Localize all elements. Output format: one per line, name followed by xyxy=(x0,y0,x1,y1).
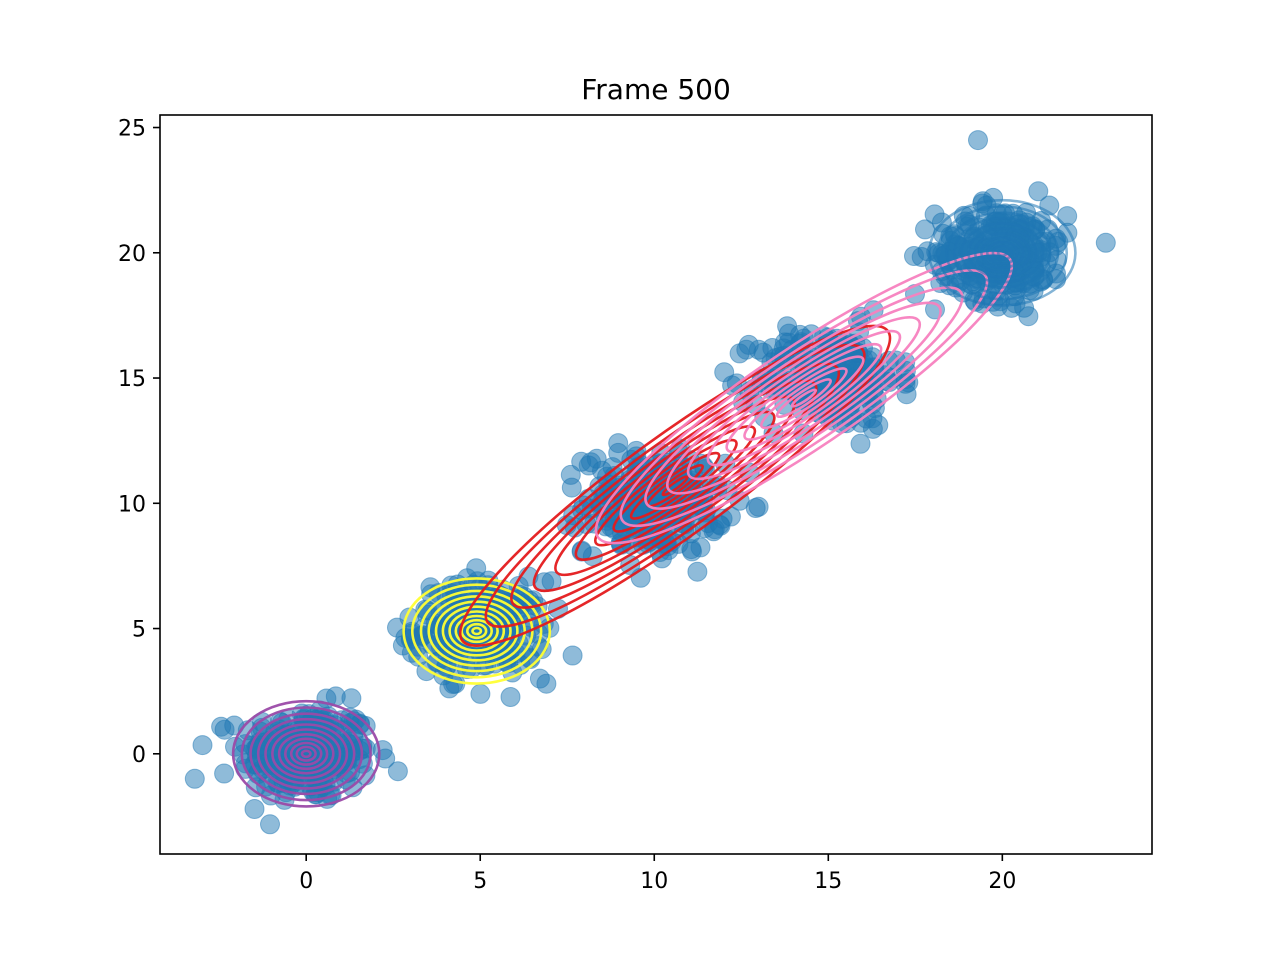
contour-ellipse xyxy=(448,610,506,652)
contour-ellipse xyxy=(284,737,329,771)
contour-ellipse xyxy=(644,286,964,510)
scatter-point xyxy=(915,219,935,240)
contour-ellipse xyxy=(300,749,312,759)
x-tick-label: 10 xyxy=(640,869,668,894)
scatter-point xyxy=(924,204,945,225)
contour-ellipse xyxy=(277,732,335,775)
scatter-point xyxy=(260,814,280,835)
scatter-point xyxy=(536,673,557,694)
contour-ellipse xyxy=(402,577,552,685)
contour-ellipse xyxy=(960,222,1045,284)
contour-ellipse xyxy=(619,269,989,528)
contour-ellipse xyxy=(460,618,494,644)
scatter-point xyxy=(681,539,702,560)
scatter-point xyxy=(387,761,408,782)
scatter-point xyxy=(271,755,292,776)
contour-ellipse xyxy=(991,244,1013,261)
contour-ellipse xyxy=(661,475,689,497)
contour-ellipse xyxy=(466,622,488,640)
y-tick-label: 10 xyxy=(118,492,146,517)
contour-ellipse xyxy=(471,626,483,636)
scatter-point xyxy=(244,799,265,819)
contour-ellipse xyxy=(996,248,1008,258)
scatter-point xyxy=(470,683,491,704)
contour-ellipse xyxy=(725,342,883,454)
scatter-point xyxy=(1028,181,1049,202)
contour-ellipse xyxy=(240,706,372,802)
scatter-point xyxy=(968,130,988,151)
contour-ellipse xyxy=(441,605,512,657)
scatter-point xyxy=(341,688,362,709)
gaussian-component xyxy=(402,577,552,685)
contour-ellipse xyxy=(743,355,865,441)
x-tick-label: 20 xyxy=(988,869,1016,894)
scatter-point xyxy=(983,187,1004,208)
contour-ellipse xyxy=(973,232,1031,274)
contour-ellipse xyxy=(760,367,848,430)
y-tick-label: 0 xyxy=(132,743,146,768)
contour-ellipse xyxy=(484,343,866,628)
y-tick-label: 20 xyxy=(118,242,146,267)
contour-ellipse xyxy=(927,198,1077,307)
y-tick-label: 5 xyxy=(132,618,146,643)
contour-ellipse xyxy=(289,741,323,766)
contour-ellipse xyxy=(427,595,527,667)
contour-ellipse xyxy=(936,205,1068,301)
scatter-point xyxy=(245,777,266,798)
x-tick-label: 5 xyxy=(473,869,487,894)
contour-ellipse xyxy=(775,378,832,419)
scatter-point xyxy=(500,687,521,707)
scatter-point xyxy=(850,433,871,454)
gaussian-component xyxy=(594,251,1014,545)
contour-ellipse xyxy=(985,240,1019,265)
scatter-point xyxy=(1018,306,1039,327)
contour-ellipse xyxy=(945,211,1060,295)
contour-ellipse xyxy=(790,388,818,408)
scatter-point xyxy=(1095,232,1116,253)
contour-ellipse xyxy=(554,395,797,577)
contour-ellipse xyxy=(231,699,381,808)
scatter-point xyxy=(608,433,629,454)
contour-ellipse xyxy=(665,301,942,495)
scatter-point xyxy=(184,768,205,789)
contour-ellipse xyxy=(706,329,902,467)
axes-frame xyxy=(159,114,1153,855)
scatter-point xyxy=(214,763,235,784)
contour-ellipse xyxy=(980,236,1025,270)
contour-ellipse xyxy=(612,438,738,533)
contour-ellipse xyxy=(952,216,1052,289)
contour-ellipse xyxy=(256,717,356,790)
contour-ellipse xyxy=(434,600,519,662)
scatter-point xyxy=(687,561,708,582)
plot-area xyxy=(184,130,1116,835)
x-tick-label: 0 xyxy=(299,869,313,894)
y-tick-label: 25 xyxy=(118,117,146,142)
contour-ellipse xyxy=(264,723,349,785)
x-tick-label: 15 xyxy=(814,869,842,894)
contour-ellipse xyxy=(967,227,1038,279)
contour-ellipse xyxy=(295,745,317,762)
gaussian-component xyxy=(927,198,1077,307)
scatter-point xyxy=(560,464,581,485)
scatter-point xyxy=(748,339,769,360)
contour-ellipse xyxy=(271,728,342,780)
y-tick-label: 15 xyxy=(118,367,146,392)
scatter-point xyxy=(265,721,286,742)
gaussian-component xyxy=(231,699,381,808)
gaussian-contours xyxy=(231,198,1077,808)
scatter-point xyxy=(563,505,584,526)
axes: 0 5 10 15 20 0 5 10 15 20 25 xyxy=(118,114,1153,894)
scatter-point xyxy=(192,735,213,756)
scatter-point xyxy=(710,515,731,536)
chart-title: Frame 500 xyxy=(581,73,731,106)
contour-ellipse xyxy=(686,315,922,481)
contour-ellipse xyxy=(594,425,757,547)
contour-ellipse xyxy=(411,583,543,679)
contour-ellipse xyxy=(249,712,364,796)
contour-ellipse xyxy=(594,251,1014,545)
scatter-point xyxy=(562,645,583,666)
scatter-point xyxy=(777,316,798,337)
